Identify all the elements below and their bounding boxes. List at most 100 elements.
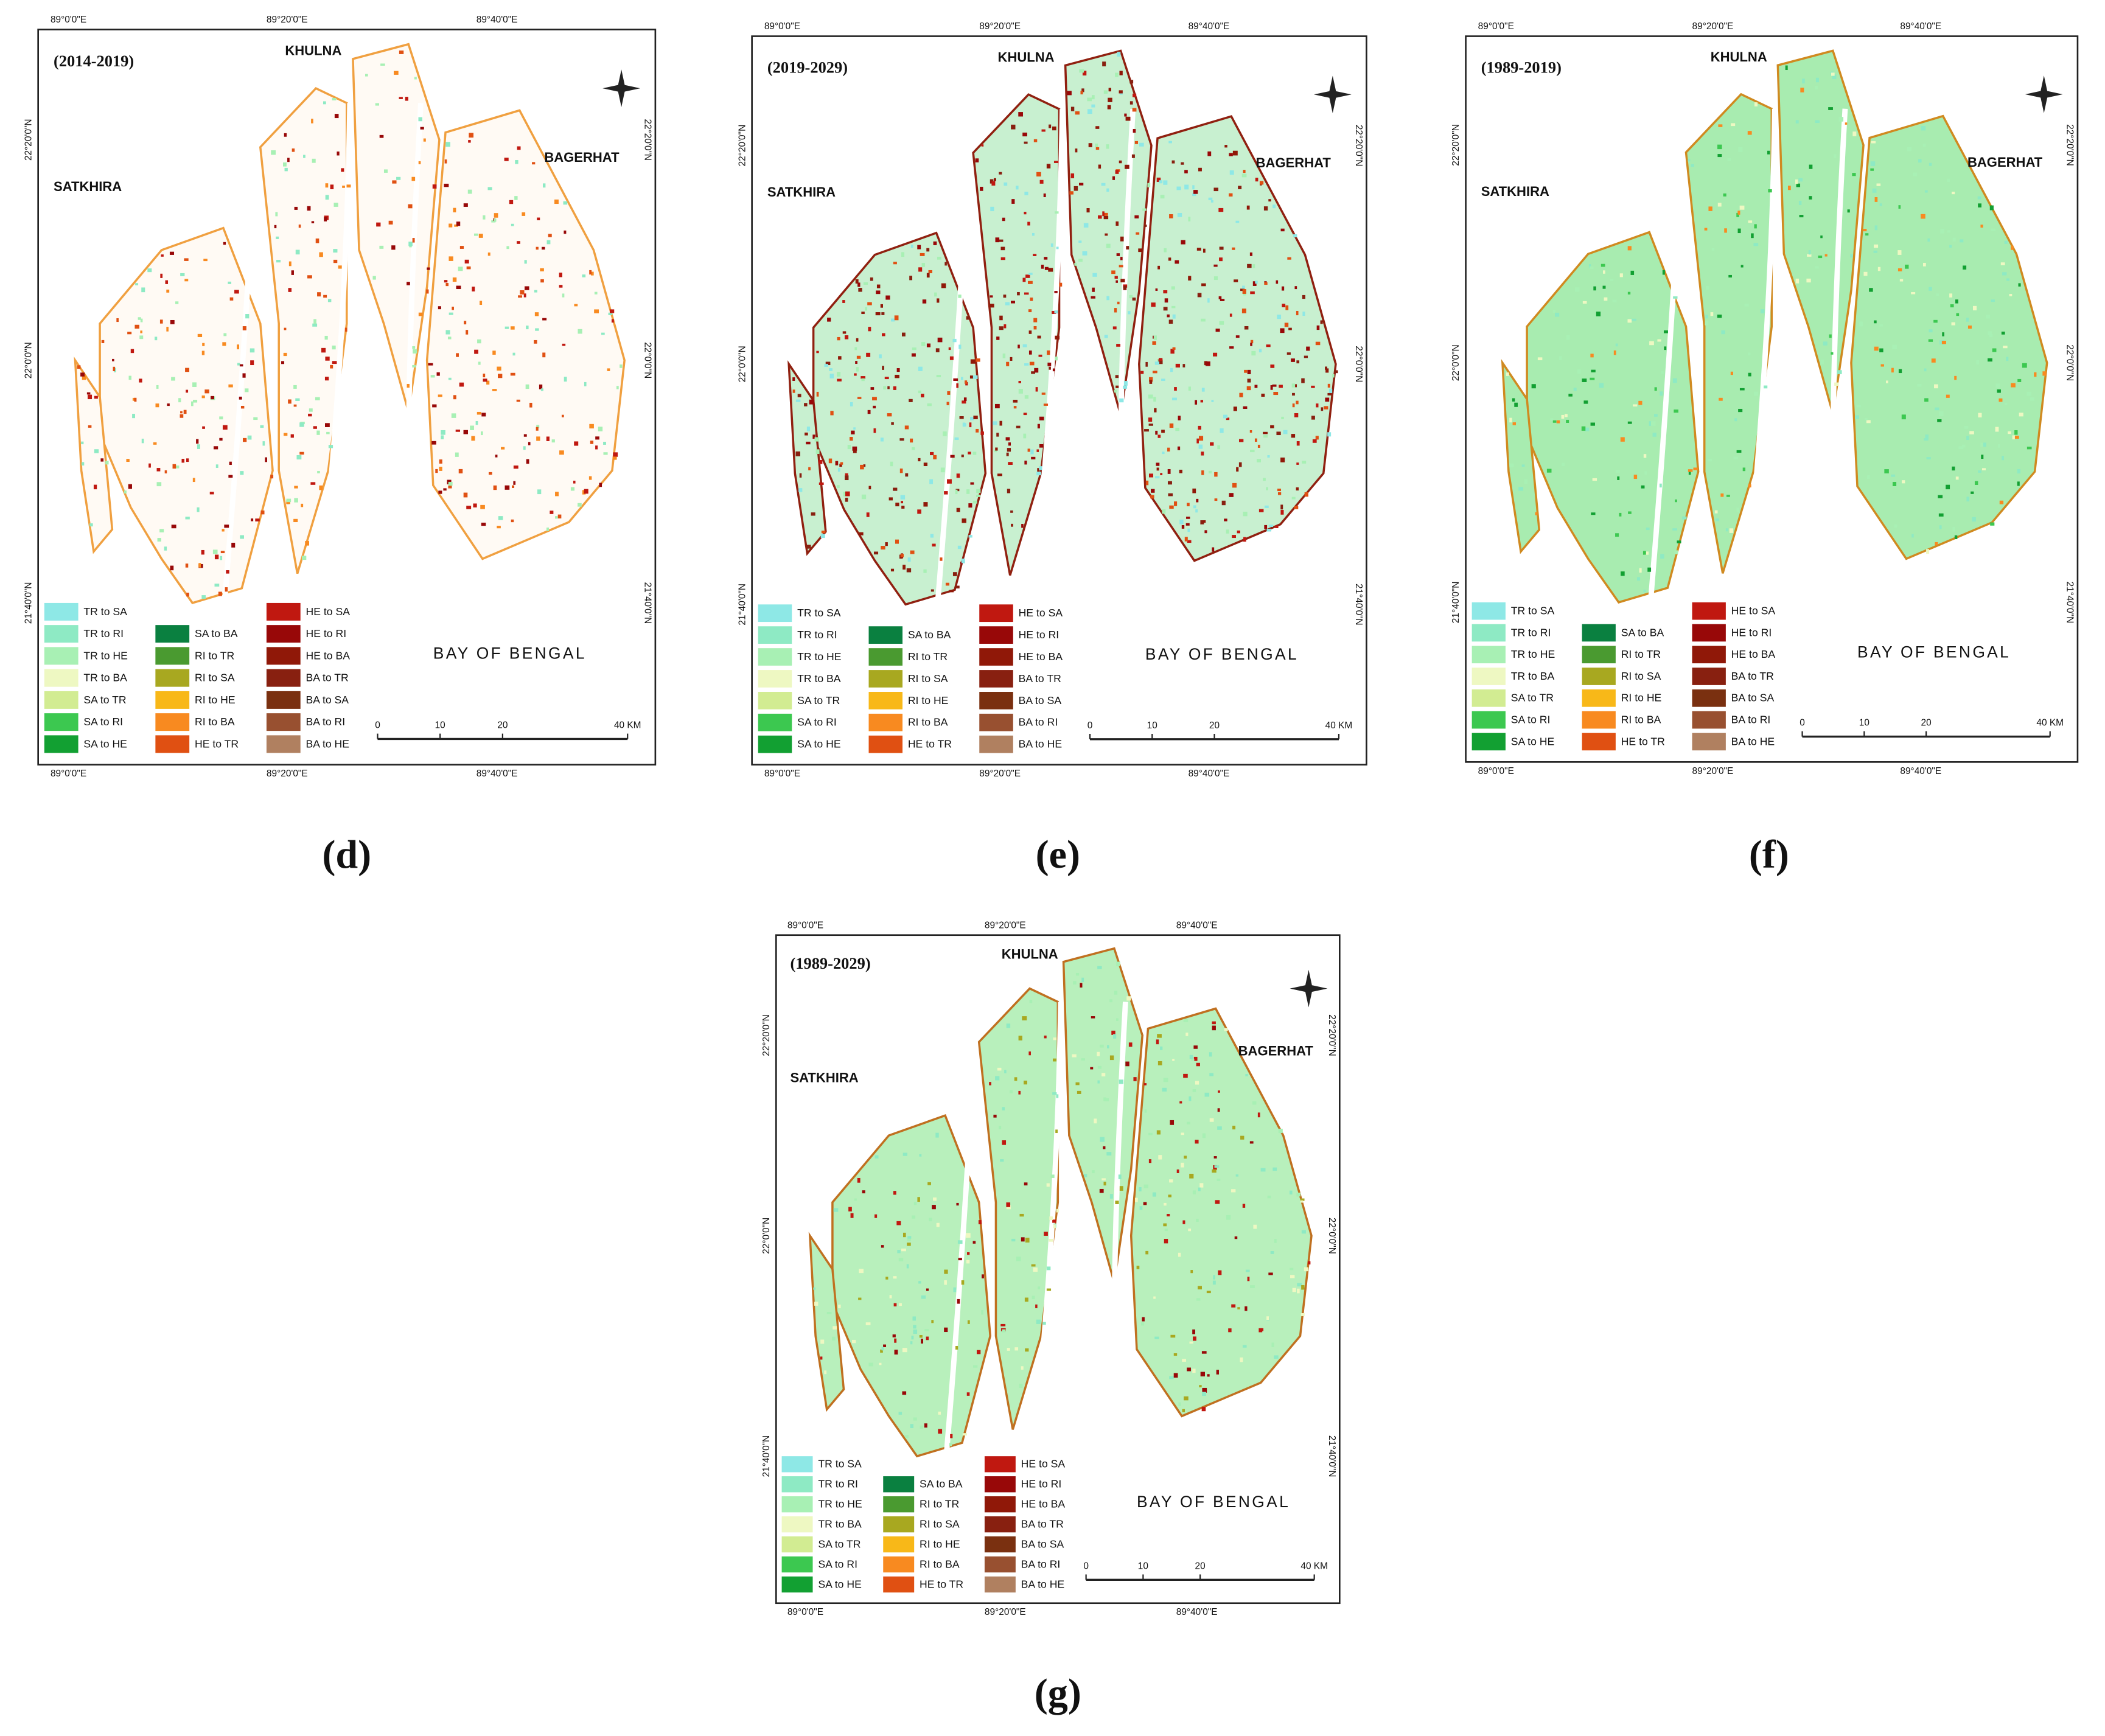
change-pixel — [956, 1202, 959, 1206]
longitude-label: 89°40'0"E — [477, 769, 518, 779]
change-pixel — [1125, 1061, 1129, 1067]
legend-swatch — [44, 669, 79, 687]
change-pixel — [1139, 1187, 1142, 1191]
change-pixel — [1154, 1336, 1159, 1339]
change-pixel — [1176, 186, 1181, 190]
change-pixel — [1891, 474, 1896, 477]
change-pixel — [1677, 540, 1681, 543]
change-pixel — [1949, 293, 1953, 298]
change-pixel — [798, 488, 803, 492]
change-pixel — [599, 483, 602, 487]
change-pixel — [341, 168, 344, 172]
change-pixel — [1022, 344, 1027, 347]
change-pixel — [315, 397, 320, 400]
change-pixel — [294, 206, 298, 210]
change-pixel — [1128, 311, 1131, 315]
change-pixel — [910, 438, 913, 443]
change-pixel — [1018, 1036, 1022, 1041]
change-pixel — [885, 295, 890, 300]
change-pixel — [1120, 236, 1124, 242]
change-pixel — [933, 455, 937, 459]
change-pixel — [1643, 590, 1646, 592]
change-pixel — [909, 399, 913, 402]
change-pixel — [1120, 92, 1123, 95]
change-pixel — [1247, 378, 1251, 383]
change-pixel — [590, 441, 594, 444]
change-pixel — [1147, 183, 1151, 187]
change-pixel — [1898, 369, 1902, 374]
change-pixel — [1024, 395, 1029, 399]
legend-label: HE to BA — [306, 649, 351, 661]
change-pixel — [588, 476, 592, 480]
change-pixel — [1238, 186, 1242, 189]
change-pixel — [866, 512, 870, 517]
change-pixel — [1753, 391, 1759, 396]
change-pixel — [921, 342, 926, 346]
change-pixel — [1112, 326, 1117, 330]
latitude-label: 21°40'0"N — [1451, 582, 1461, 624]
legend-swatch — [979, 626, 1013, 644]
change-pixel — [969, 375, 974, 379]
change-pixel — [952, 572, 957, 576]
change-pixel — [923, 462, 927, 467]
change-pixel — [1129, 295, 1133, 299]
north-arrow — [1314, 75, 1352, 114]
change-pixel — [160, 273, 163, 278]
change-pixel — [1226, 1215, 1231, 1220]
change-pixel — [1249, 1141, 1254, 1144]
change-pixel — [911, 1336, 914, 1340]
change-pixel — [456, 353, 459, 357]
change-pixel — [563, 201, 568, 205]
change-pixel — [432, 184, 437, 189]
legend-label: SA to HE — [1511, 735, 1555, 747]
change-pixel — [330, 364, 333, 369]
change-pixel — [829, 374, 834, 378]
change-pixel — [1715, 518, 1719, 521]
change-pixel — [1024, 1182, 1028, 1186]
legend-label: TR to RI — [83, 627, 124, 640]
change-pixel — [2017, 469, 2021, 474]
change-pixel — [1767, 150, 1770, 155]
change-pixel — [317, 292, 321, 297]
change-pixel — [1582, 378, 1587, 382]
change-pixel — [982, 1274, 984, 1278]
change-pixel — [1109, 1194, 1113, 1199]
change-pixel — [842, 300, 845, 303]
period-label: (1989-2019) — [1481, 58, 1562, 76]
change-pixel — [867, 410, 871, 414]
change-pixel — [1123, 285, 1127, 290]
change-pixel — [935, 1132, 939, 1138]
change-pixel — [283, 162, 287, 167]
change-pixel — [1581, 426, 1586, 431]
change-pixel — [1582, 301, 1587, 304]
change-pixel — [2012, 435, 2015, 440]
change-pixel — [1049, 1216, 1053, 1221]
change-pixel — [910, 550, 915, 554]
change-pixel — [1133, 128, 1136, 133]
change-pixel — [947, 479, 952, 484]
change-pixel — [80, 372, 85, 377]
change-pixel — [1192, 185, 1195, 190]
change-pixel — [346, 184, 351, 188]
change-pixel — [912, 447, 915, 450]
change-pixel — [958, 344, 962, 349]
change-pixel — [1729, 528, 1734, 533]
change-pixel — [1972, 517, 1976, 522]
change-pixel — [1115, 72, 1119, 77]
change-pixel — [1195, 1081, 1199, 1085]
change-pixel — [1506, 372, 1509, 376]
change-pixel — [548, 234, 552, 237]
river — [934, 181, 970, 619]
change-pixel — [989, 1082, 991, 1086]
change-pixel — [2034, 372, 2037, 377]
change-pixel — [1035, 387, 1038, 392]
change-pixel — [918, 366, 923, 371]
change-pixel — [1244, 369, 1248, 373]
change-pixel — [1717, 203, 1722, 207]
change-pixel — [166, 289, 170, 293]
change-pixel — [961, 1280, 965, 1285]
change-pixel — [1988, 358, 1992, 362]
change-pixel — [1633, 475, 1638, 479]
change-pixel — [896, 1221, 901, 1225]
change-pixel — [445, 142, 450, 147]
